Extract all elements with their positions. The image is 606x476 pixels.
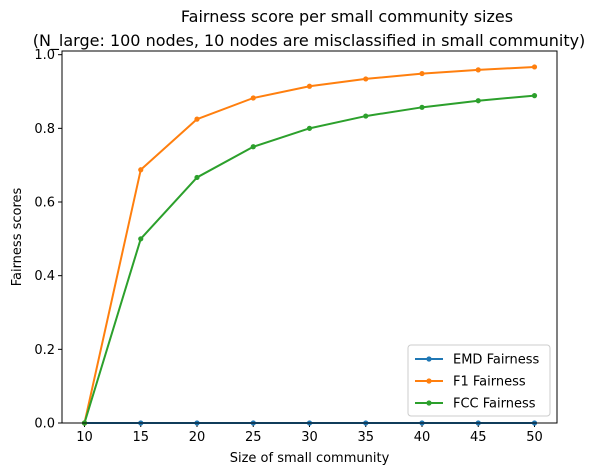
fcc-fairness-point [419,104,425,110]
f1-fairness-point [475,67,481,73]
legend-label-emd-fairness: EMD Fairness [453,353,540,368]
x-tick-label: 50 [526,430,543,445]
x-axis-label: Size of small community [230,451,390,466]
fcc-fairness-point [531,93,538,99]
f1-fairness-point [250,95,256,101]
f1-fairness-point [306,83,313,89]
plot-frame [61,50,558,424]
legend: EMD Fairness F1 Fairness FCC Fairness [407,344,551,417]
legend-marker-fcc-fairness [426,400,432,406]
legend-label-f1-fairness: F1 Fairness [453,375,526,390]
legend-marker-f1-fairness [426,378,432,384]
y-tick-label: 0.0 [34,417,55,432]
legend-label-fcc-fairness: FCC Fairness [453,397,536,412]
y-tick-label: 0.8 [34,122,55,137]
fcc-fairness-point [250,144,256,150]
x-tick-label: 35 [357,430,374,445]
fcc-fairness-point [138,236,144,242]
x-tick-label: 20 [189,430,206,445]
y-tick-label: 0.2 [34,343,55,358]
f1-fairness-point [419,70,425,77]
legend-box [407,344,551,417]
f1-fairness-point [531,64,538,70]
y-tick-label: 0.6 [34,196,55,211]
x-tick-label: 30 [301,430,318,445]
axis-ticks: 10 15 20 25 30 35 40 45 50 0.0 0.2 0.4 0.6 0.8 1.0 [34,48,542,445]
chart-title-line-1: Fairness score per small community sizes [181,7,513,26]
f1-fairness-point [138,167,144,173]
x-tick-label: 15 [132,430,149,445]
fcc-fairness-point [475,98,481,104]
chart-title-line-2: (N_large: 100 nodes, 10 nodes are miscla… [33,31,586,51]
fcc-fairness-point [194,174,200,181]
fcc-fairness-point [363,113,369,119]
y-tick-label: 1.0 [34,48,55,63]
x-tick-label: 45 [470,430,487,445]
f1-fairness-point [194,116,200,122]
f1-fairness-point [363,76,369,82]
y-tick-label: 0.4 [34,269,55,284]
y-axis-label: Fairness scores [10,187,25,286]
x-tick-label: 25 [245,430,262,445]
fcc-fairness-point [306,125,313,131]
x-tick-label: 10 [76,430,93,445]
legend-marker-emd-fairness [426,356,432,362]
x-tick-label: 40 [414,430,431,445]
